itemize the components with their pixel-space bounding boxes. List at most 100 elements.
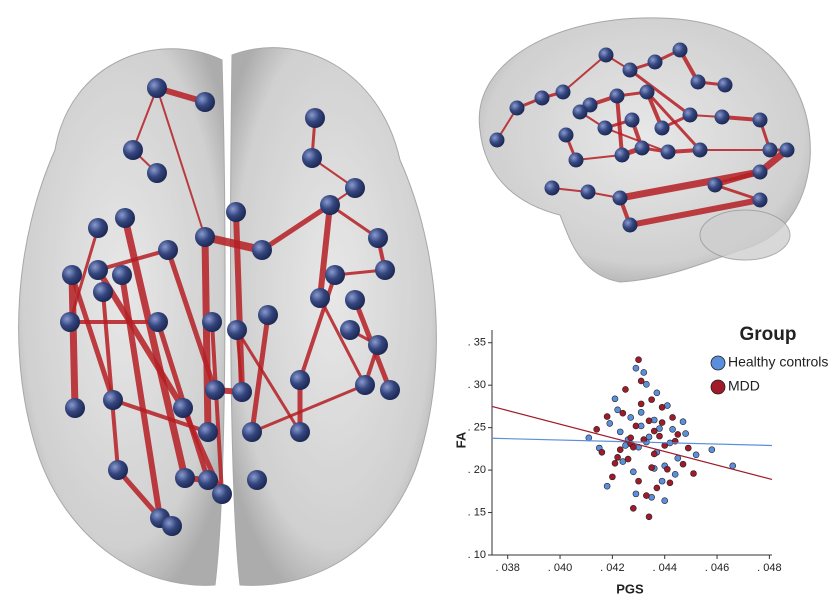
brain-node <box>158 240 178 260</box>
brain-node <box>380 380 400 400</box>
brain-node <box>88 218 108 238</box>
scatter-point <box>638 378 644 384</box>
brain-node <box>545 181 560 196</box>
brain-node <box>763 143 778 158</box>
figure: FA PGS Group . 10. 15. 20. 25. 30. 35. 0… <box>0 0 839 598</box>
scatter-point <box>649 397 655 403</box>
brain-node <box>195 92 215 112</box>
brain-node <box>753 193 768 208</box>
scatter-point <box>604 483 610 489</box>
x-tick-label: . 038 <box>495 562 519 574</box>
brain-node <box>661 145 676 160</box>
scatter-point <box>651 451 657 457</box>
scatter-point <box>670 426 676 432</box>
brain-node <box>345 178 365 198</box>
scatter-point <box>664 466 670 472</box>
brain-node <box>556 85 571 100</box>
brain-node <box>115 208 135 228</box>
scatter-point <box>646 514 652 520</box>
brain-node <box>708 178 723 193</box>
scatter-point <box>638 401 644 407</box>
brain-node <box>103 390 123 410</box>
brain-node <box>112 265 132 285</box>
scatter-point <box>641 369 647 375</box>
scatter-point <box>670 414 676 420</box>
y-axis-label: FA <box>453 431 468 448</box>
x-tick-label: . 048 <box>757 562 781 574</box>
brain-node <box>60 312 80 332</box>
brain-top-view <box>19 48 437 586</box>
brain-node <box>559 128 574 143</box>
scatter-point <box>609 474 615 480</box>
scatter-point <box>633 491 639 497</box>
brain-node <box>258 305 278 325</box>
brain-node <box>490 133 505 148</box>
left-hemisphere <box>19 49 225 586</box>
brain-side-view <box>479 18 810 282</box>
brain-node <box>625 113 640 128</box>
brain-node <box>368 335 388 355</box>
brain-node <box>302 148 322 168</box>
brain-node <box>340 320 360 340</box>
scatter-point <box>599 449 605 455</box>
brain-node <box>325 265 345 285</box>
brain-node <box>610 89 625 104</box>
brain-node <box>715 110 730 125</box>
x-axis-label: PGS <box>616 581 644 596</box>
brain-node <box>753 113 768 128</box>
brain-node <box>510 101 525 116</box>
brain-node <box>623 218 638 233</box>
brain-node <box>581 185 596 200</box>
brain-node <box>62 265 82 285</box>
brain-node <box>212 484 232 504</box>
connection <box>205 237 208 432</box>
cerebellum <box>700 210 790 260</box>
scatter-point <box>607 420 613 426</box>
y-tick-label: . 25 <box>468 422 486 434</box>
brain-node <box>242 422 262 442</box>
brain-node <box>673 43 688 58</box>
scatter-point <box>586 435 592 441</box>
scatter-point <box>730 463 736 469</box>
brain-node <box>290 370 310 390</box>
scatter-point <box>667 480 673 486</box>
x-tick-label: . 046 <box>705 562 729 574</box>
brain-node <box>753 165 768 180</box>
brain-node <box>162 516 182 536</box>
scatter-point <box>656 433 662 439</box>
brain-node <box>573 105 588 120</box>
legend-marker <box>711 356 725 370</box>
brain-node <box>599 48 614 63</box>
brain-node <box>569 153 584 168</box>
brain-node <box>635 141 650 156</box>
scatter-point <box>630 469 636 475</box>
brain-node <box>345 290 365 310</box>
scatter-point <box>643 493 649 499</box>
brain-node <box>205 380 225 400</box>
brain-node <box>623 63 638 78</box>
scatter-point <box>680 461 686 467</box>
legend-label: Healthy controls <box>728 354 828 370</box>
scatter-point <box>675 455 681 461</box>
scatter-point <box>693 452 699 458</box>
brain-node <box>247 470 267 490</box>
brain-node <box>227 320 247 340</box>
brain-node <box>290 422 310 442</box>
brain-node <box>147 78 167 98</box>
scatter-point <box>630 444 636 450</box>
brain-node <box>198 422 218 442</box>
scatter-point <box>636 357 642 363</box>
legend-marker <box>711 380 725 394</box>
scatter-point <box>612 396 618 402</box>
scatter-point <box>604 414 610 420</box>
scatter-point <box>594 426 600 432</box>
scatter-plot: FA PGS Group . 10. 15. 20. 25. 30. 35. 0… <box>453 324 828 596</box>
brain-node <box>615 148 630 163</box>
scatter-point <box>662 442 668 448</box>
brain-node <box>195 227 215 247</box>
scatter-point <box>646 418 652 424</box>
x-tick-label: . 042 <box>600 562 624 574</box>
brain-node <box>780 143 795 158</box>
scatter-point <box>615 407 621 413</box>
scatter-point <box>615 454 621 460</box>
